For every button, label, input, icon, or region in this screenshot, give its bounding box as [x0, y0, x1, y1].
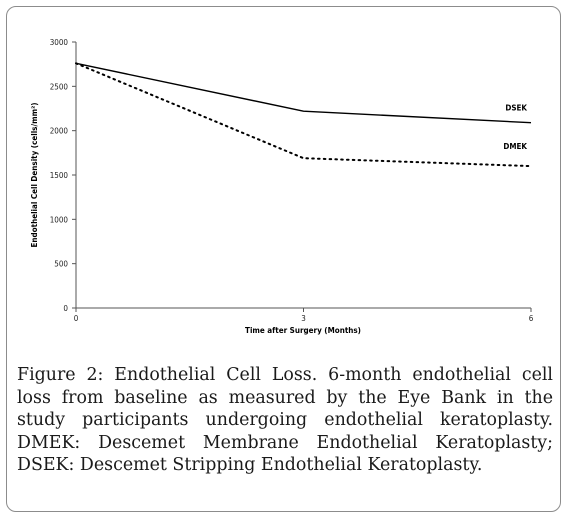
y-axis: 0 500 1000 1500 2000 2500 3000 — [50, 38, 77, 313]
caption-label: Figure 2: — [17, 365, 104, 385]
series-line-dmek — [75, 62, 532, 168]
x-tick-label: 3 — [301, 314, 306, 323]
series-labels: DSEK DMEK — [503, 104, 527, 151]
x-tick-label: 0 — [74, 314, 79, 323]
x-axis-label: Time after Surgery (Months) — [245, 326, 361, 335]
series-label-dsek: DSEK — [505, 104, 527, 113]
y-axis-label: Endothelial Cell Density (cells/mm²) — [30, 102, 39, 247]
y-tick-label: 2500 — [50, 82, 69, 91]
line-chart: 0 500 1000 1500 2000 2500 3000 0 3 6 DSEK DMEK Ti… — [30, 38, 534, 335]
x-tick-label: 6 — [529, 314, 534, 323]
y-tick-label: 3000 — [50, 38, 69, 47]
y-tick-label: 2000 — [50, 127, 69, 136]
y-tick-label: 1000 — [50, 215, 69, 224]
series-lines — [75, 62, 532, 168]
y-tick-label: 500 — [54, 260, 68, 269]
figure-frame — [6, 6, 561, 512]
series-label-dmek: DMEK — [503, 142, 527, 151]
figure-caption: Figure 2: Endothelial Cell Loss. 6-month… — [17, 364, 553, 477]
caption-text: Endothelial Cell Loss. 6-month endotheli… — [17, 365, 553, 475]
series-line-dsek — [75, 62, 532, 124]
y-tick-label: 1500 — [50, 171, 69, 180]
y-tick-label: 0 — [63, 304, 68, 313]
x-axis: 0 3 6 — [74, 307, 534, 323]
